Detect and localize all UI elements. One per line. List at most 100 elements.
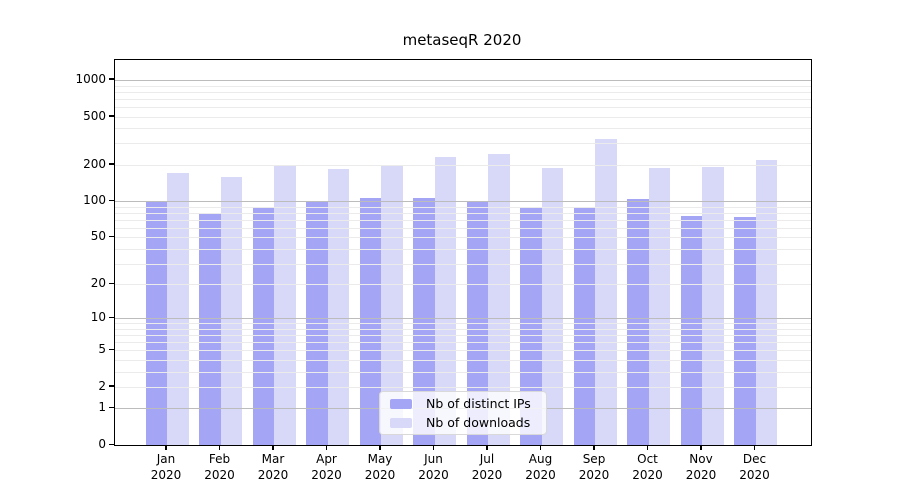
bar-sep-distinct-ips xyxy=(573,207,595,445)
bar-aug-distinct-ips xyxy=(520,207,542,445)
y-tick-label-5: 5 xyxy=(98,342,106,357)
gridline-100 xyxy=(115,201,811,203)
bar-jul-distinct-ips xyxy=(466,201,488,445)
gridline-90 xyxy=(115,206,811,208)
x-tick-label-may: May 2020 xyxy=(364,452,396,482)
x-tick-may xyxy=(379,445,381,450)
x-tick-oct xyxy=(646,445,649,450)
bar-apr-distinct-ips xyxy=(306,201,328,445)
chart-title: metaseqR 2020 xyxy=(402,31,522,49)
gridline-60 xyxy=(115,227,811,229)
legend-label-downloads: Nb of downloads xyxy=(426,415,531,430)
gridline-6 xyxy=(115,342,811,344)
bar-mar-distinct-ips xyxy=(252,208,274,445)
gridline-70 xyxy=(115,219,811,221)
gridline-30 xyxy=(115,263,811,265)
y-tick-label-500: 500 xyxy=(83,108,106,123)
gridline-5 xyxy=(115,350,811,352)
legend-label-distinct-ips: Nb of distinct IPs xyxy=(426,396,531,411)
plot-area: Nb of distinct IPs Nb of downloads xyxy=(114,59,812,446)
bar-may-downloads xyxy=(381,164,403,445)
grid-layer xyxy=(115,60,811,445)
gridline-40 xyxy=(115,248,811,250)
y-tick-label-200: 200 xyxy=(83,156,106,171)
x-tick-jan xyxy=(165,445,167,450)
y-tick-label-2: 2 xyxy=(98,378,106,393)
y-tick-1000 xyxy=(109,78,114,80)
y-tick-100 xyxy=(109,199,114,202)
bar-dec-distinct-ips xyxy=(734,216,756,445)
gridline-800 xyxy=(115,91,811,93)
y-tick-500 xyxy=(109,115,114,117)
x-tick-label-jul: Jul 2020 xyxy=(471,452,503,482)
legend-row-distinct-ips: Nb of distinct IPs xyxy=(390,396,536,411)
bar-jan-distinct-ips xyxy=(145,201,167,445)
bar-dec-downloads xyxy=(755,160,777,445)
gridline-600 xyxy=(115,106,811,108)
gridline-200 xyxy=(115,164,811,166)
gridline-400 xyxy=(115,128,811,130)
x-tick-jul xyxy=(486,445,488,450)
bar-feb-downloads xyxy=(220,176,242,445)
legend-swatch-downloads xyxy=(390,417,412,428)
x-tick-label-aug: Aug 2020 xyxy=(525,452,556,482)
x-tick-label-oct: Oct 2020 xyxy=(632,452,663,482)
x-tick-label-jun: Jun 2020 xyxy=(418,452,449,482)
bar-mar-downloads xyxy=(274,165,296,445)
x-tick-label-sep: Sep 2020 xyxy=(578,452,610,482)
x-tick-label-nov: Nov 2020 xyxy=(685,452,717,482)
gridline-1000 xyxy=(115,79,811,81)
x-tick-label-dec: Dec 2020 xyxy=(739,452,770,482)
gridline-80 xyxy=(115,212,811,214)
y-tick-label-1000: 1000 xyxy=(75,71,106,86)
x-tick-jun xyxy=(432,445,435,450)
gridline-3 xyxy=(115,371,811,373)
x-tick-label-feb: Feb 2020 xyxy=(204,452,235,482)
y-tick-label-10: 10 xyxy=(90,310,106,325)
x-tick-mar xyxy=(272,445,274,450)
gridline-8 xyxy=(115,328,811,330)
bar-jun-downloads xyxy=(434,157,456,445)
bar-sep-downloads xyxy=(595,139,617,445)
gridline-4 xyxy=(115,359,811,361)
x-tick-apr xyxy=(325,445,328,450)
legend-row-downloads: Nb of downloads xyxy=(390,415,536,430)
legend: Nb of distinct IPs Nb of downloads xyxy=(379,391,547,435)
y-tick-10 xyxy=(109,316,114,319)
y-tick-20 xyxy=(109,282,114,285)
y-tick-0 xyxy=(109,443,114,445)
gridline-300 xyxy=(115,143,811,145)
y-tick-label-50: 50 xyxy=(90,229,106,244)
bar-jan-downloads xyxy=(167,173,189,445)
bar-nov-downloads xyxy=(702,166,724,445)
y-tick-200 xyxy=(109,163,114,165)
bar-may-distinct-ips xyxy=(359,197,381,445)
gridline-10 xyxy=(115,318,811,320)
gridline-50 xyxy=(115,237,811,239)
bar-jun-distinct-ips xyxy=(413,197,435,445)
y-tick-label-0: 0 xyxy=(98,437,106,451)
x-tick-nov xyxy=(700,445,702,450)
x-tick-label-jan: Jan 2020 xyxy=(150,452,182,482)
gridline-700 xyxy=(115,98,811,100)
gridline-900 xyxy=(115,85,811,87)
y-tick-label-1: 1 xyxy=(98,400,106,415)
legend-swatch-distinct-ips xyxy=(390,398,412,409)
gridline-9 xyxy=(115,323,811,325)
x-tick-sep xyxy=(593,445,595,450)
x-tick-label-apr: Apr 2020 xyxy=(311,452,342,482)
bar-oct-distinct-ips xyxy=(627,199,649,445)
y-tick-50 xyxy=(109,235,114,238)
y-tick-label-100: 100 xyxy=(83,193,106,208)
y-tick-1 xyxy=(109,406,114,409)
gridline-500 xyxy=(115,116,811,118)
x-tick-label-mar: Mar 2020 xyxy=(257,452,289,482)
x-tick-aug xyxy=(539,445,542,450)
y-tick-2 xyxy=(109,385,114,387)
y-tick-5 xyxy=(109,348,114,351)
x-tick-feb xyxy=(218,445,221,450)
y-tick-label-20: 20 xyxy=(90,276,106,291)
gridline-2 xyxy=(115,386,811,388)
x-tick-dec xyxy=(753,445,756,450)
